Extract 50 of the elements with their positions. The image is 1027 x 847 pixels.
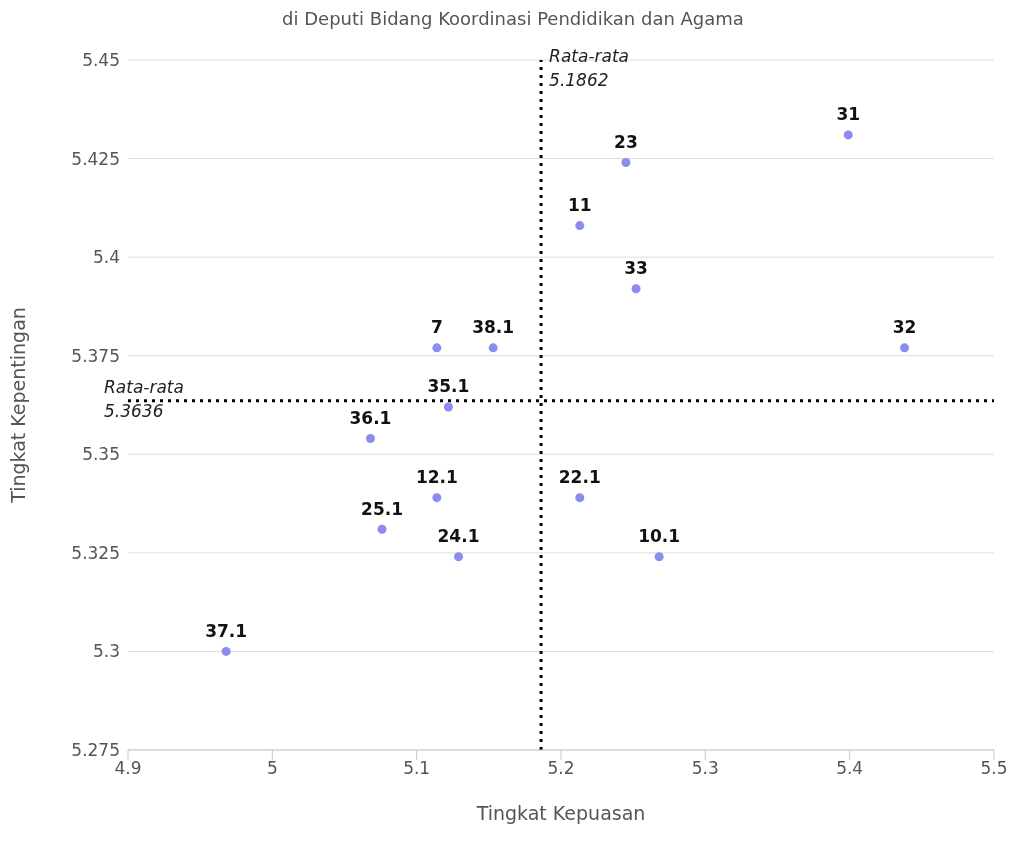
point	[432, 493, 442, 503]
text: 22.1	[558, 467, 601, 488]
point	[631, 284, 641, 294]
point	[432, 343, 442, 353]
point	[900, 343, 910, 353]
text: 24.1	[437, 526, 480, 547]
point	[843, 130, 853, 140]
text: 23	[614, 132, 638, 152]
y-axis-title: Tingkat Kepentingan	[6, 307, 29, 504]
x-tick-label: 5.1	[403, 758, 431, 779]
point	[488, 343, 498, 353]
y-tick-label: 5.4	[92, 247, 120, 268]
point	[575, 221, 585, 231]
text: 7	[430, 317, 443, 338]
point	[377, 524, 387, 534]
y-tick-label: 5.3	[92, 641, 120, 662]
text: 12.1	[415, 467, 458, 488]
x-tick-label: 5.4	[836, 758, 864, 779]
ref-line-label: Rata-rata 5.3636	[104, 376, 184, 421]
text: 31	[836, 104, 861, 125]
ref-line-label: Rata-rata 5.1862	[549, 46, 630, 90]
x-tick-label: 5.5	[980, 758, 1008, 779]
x-tick-label: 5.2	[547, 758, 575, 779]
point	[443, 402, 453, 412]
point	[221, 646, 231, 656]
text: 38.1	[472, 317, 515, 338]
text: 36.1	[349, 408, 392, 428]
y-tick-label: 5.425	[71, 148, 120, 169]
y-tick-label: 5.35	[82, 444, 120, 465]
text: 37.1	[205, 620, 248, 641]
chart-title: di Deputi Bidang Koordinasi Pendidikan dan Agama	[281, 8, 745, 30]
x-tick-label: 5.3	[691, 758, 719, 779]
point	[454, 552, 464, 562]
point	[575, 493, 585, 503]
x-tick-label: 4.9	[114, 758, 142, 779]
y-tick-label: 5.45	[82, 50, 120, 71]
point	[654, 552, 664, 562]
point	[365, 434, 375, 444]
text: 10.1	[638, 526, 681, 547]
x-tick-label: 5	[266, 758, 278, 779]
x-axis-title: Tingkat Kepuasan	[475, 802, 646, 824]
text: 33	[624, 258, 648, 279]
text: 35.1	[427, 376, 470, 397]
text: 25.1	[361, 498, 403, 519]
y-tick-label: 5.275	[71, 740, 120, 761]
point	[621, 158, 631, 168]
text: 32	[892, 317, 917, 338]
y-tick-label: 5.325	[71, 542, 120, 563]
text: 11	[567, 195, 592, 216]
y-tick-label: 5.375	[71, 345, 120, 366]
